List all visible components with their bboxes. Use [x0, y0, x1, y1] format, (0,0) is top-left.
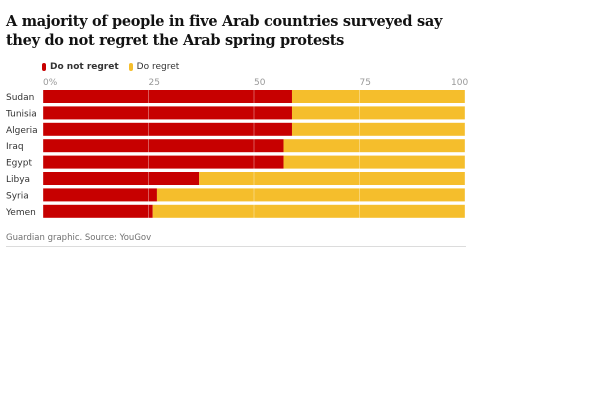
legend-label: Do regret: [136, 62, 180, 72]
bar-yemen-do-not-regret: [43, 204, 153, 218]
bar-libya-do-regret: [199, 172, 465, 185]
x-tick-label: 50: [254, 78, 266, 88]
bar-libya-do-not-regret: [43, 172, 200, 185]
source-note: Guardian graphic. Source: YouGov: [6, 233, 152, 243]
bar-tunisia-do-not-regret: [43, 106, 292, 120]
bar-sudan-do-not-regret: [43, 90, 292, 103]
category-label: Yemen: [5, 208, 36, 218]
bar-iraq-do-not-regret: [43, 139, 284, 153]
bar-algeria-do-not-regret: [43, 122, 292, 136]
bar-egypt-do-not-regret: [43, 155, 284, 169]
category-label: Egypt: [6, 159, 32, 169]
bar-egypt-do-regret: [283, 155, 465, 169]
bar-algeria-do-regret: [291, 122, 465, 136]
legend-swatch: [128, 63, 133, 71]
x-tick-label: 75: [360, 78, 371, 88]
category-label: Sudan: [6, 93, 34, 103]
bar-yemen-do-regret: [152, 204, 465, 218]
bar-tunisia-do-regret: [291, 106, 465, 120]
category-label: Tunisia: [5, 109, 37, 119]
legend-swatch: [42, 63, 46, 71]
x-tick-label: 0%: [43, 78, 58, 88]
bar-iraq-do-regret: [283, 139, 465, 153]
legend-item-do-not-regret: Do not regret: [42, 62, 119, 72]
x-tick-label: 25: [149, 78, 160, 88]
bar-sudan-do-regret: [291, 90, 465, 103]
chart-title: A majority of people in five Arab countr…: [6, 13, 443, 49]
bar-chart: Sudan Tunisia Algeria Iraq Egypt Libya Syria Ye…: [5, 78, 468, 222]
bar-syria-do-not-regret: [43, 188, 157, 202]
x-tick-label: 100: [451, 78, 468, 88]
category-label: Syria: [6, 191, 29, 201]
legend-item-do-regret: Do regret: [128, 62, 180, 72]
legend: Do not regret Do regret: [42, 62, 179, 72]
bar-syria-do-regret: [156, 188, 465, 202]
category-label: Algeria: [6, 126, 38, 136]
divider: [6, 246, 466, 247]
category-label: Libya: [6, 175, 30, 185]
legend-label: Do not regret: [50, 62, 119, 72]
category-label: Iraq: [6, 142, 24, 152]
